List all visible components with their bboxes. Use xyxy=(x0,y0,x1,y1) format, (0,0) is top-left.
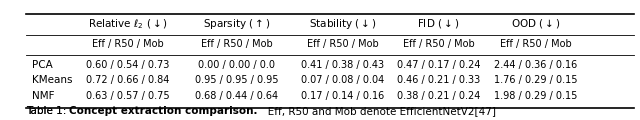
Text: OOD ($\downarrow$): OOD ($\downarrow$) xyxy=(511,18,561,30)
Text: 0.95 / 0.95 / 0.95: 0.95 / 0.95 / 0.95 xyxy=(195,75,278,85)
Text: Eff / R50 / Mob: Eff / R50 / Mob xyxy=(500,39,572,49)
Text: FID ($\downarrow$): FID ($\downarrow$) xyxy=(417,18,460,30)
Text: 0.68 / 0.44 / 0.64: 0.68 / 0.44 / 0.64 xyxy=(195,91,278,101)
Text: Relative $\ell_2$ ($\downarrow$): Relative $\ell_2$ ($\downarrow$) xyxy=(88,17,168,31)
Text: Eff / R50 / Mob: Eff / R50 / Mob xyxy=(92,39,164,49)
Text: KMeans: KMeans xyxy=(32,75,72,85)
Text: 0.38 / 0.21 / 0.24: 0.38 / 0.21 / 0.24 xyxy=(397,91,480,101)
Text: 0.60 / 0.54 / 0.73: 0.60 / 0.54 / 0.73 xyxy=(86,60,170,70)
Text: Eff / R50 / Mob: Eff / R50 / Mob xyxy=(201,39,273,49)
Text: 2.44 / 0.36 / 0.16: 2.44 / 0.36 / 0.16 xyxy=(494,60,578,70)
Text: NMF: NMF xyxy=(32,91,54,101)
Text: Eff, R50 and Mob denote EfficientNetV2[47]: Eff, R50 and Mob denote EfficientNetV2[4… xyxy=(258,106,496,116)
Text: Table 1:: Table 1: xyxy=(26,106,69,116)
Text: 0.63 / 0.57 / 0.75: 0.63 / 0.57 / 0.75 xyxy=(86,91,170,101)
Text: 0.41 / 0.38 / 0.43: 0.41 / 0.38 / 0.43 xyxy=(301,60,384,70)
Text: 0.46 / 0.21 / 0.33: 0.46 / 0.21 / 0.33 xyxy=(397,75,480,85)
Text: Eff / R50 / Mob: Eff / R50 / Mob xyxy=(307,39,378,49)
Text: PCA: PCA xyxy=(32,60,52,70)
Text: 1.98 / 0.29 / 0.15: 1.98 / 0.29 / 0.15 xyxy=(494,91,578,101)
Text: 0.00 / 0.00 / 0.0: 0.00 / 0.00 / 0.0 xyxy=(198,60,275,70)
Text: Table 1:: Table 1: xyxy=(26,106,69,116)
Text: Sparsity ($\uparrow$): Sparsity ($\uparrow$) xyxy=(203,17,271,31)
Text: 0.17 / 0.14 / 0.16: 0.17 / 0.14 / 0.16 xyxy=(301,91,384,101)
Text: 1.76 / 0.29 / 0.15: 1.76 / 0.29 / 0.15 xyxy=(494,75,578,85)
Text: 0.72 / 0.66 / 0.84: 0.72 / 0.66 / 0.84 xyxy=(86,75,170,85)
Text: 0.07 / 0.08 / 0.04: 0.07 / 0.08 / 0.04 xyxy=(301,75,384,85)
Text: Eff / R50 / Mob: Eff / R50 / Mob xyxy=(403,39,474,49)
Text: Stability ($\downarrow$): Stability ($\downarrow$) xyxy=(308,17,376,31)
Text: 0.47 / 0.17 / 0.24: 0.47 / 0.17 / 0.24 xyxy=(397,60,480,70)
Text: Concept extraction comparison.: Concept extraction comparison. xyxy=(69,106,258,116)
